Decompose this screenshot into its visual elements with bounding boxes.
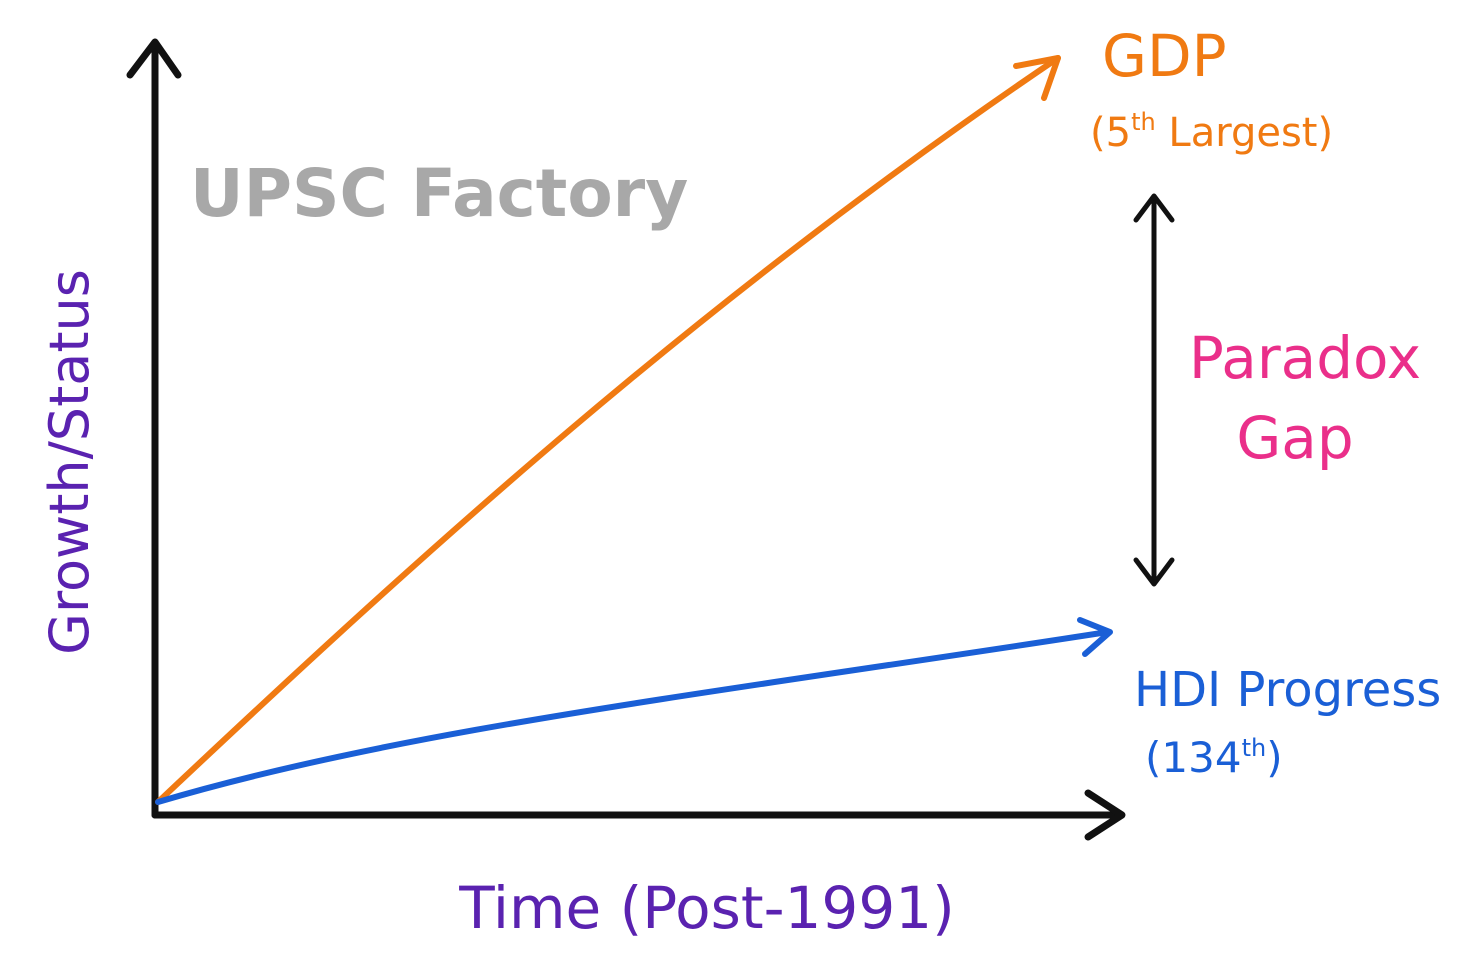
gdp-label: GDP <box>1102 22 1227 90</box>
gdp-rank-label: (5th Largest) <box>1090 108 1333 156</box>
gap-arrowhead-down <box>1133 557 1175 587</box>
hdi-series <box>155 617 1113 805</box>
x-axis-arrowhead <box>1084 789 1126 841</box>
gdp-rank-open: (5 <box>1090 110 1131 156</box>
hdi-rank-close: ) <box>1266 733 1282 782</box>
y-axis-arrowhead <box>126 38 182 79</box>
watermark-text: UPSC Factory <box>190 155 688 232</box>
hdi-rank-label: (134th) <box>1145 733 1283 782</box>
hdi-label: HDI Progress <box>1134 662 1441 718</box>
hdi-rank-open: (134 <box>1145 733 1242 782</box>
hdi-arrowhead <box>1077 617 1113 657</box>
paradox-label: Paradox <box>1189 324 1421 392</box>
gap-label: Gap <box>1236 404 1353 472</box>
axes <box>126 38 1126 841</box>
hdi-line <box>155 629 1111 805</box>
gap-arrowhead-up <box>1133 193 1175 223</box>
gdp-series <box>155 55 1061 805</box>
gdp-rank-sup: th <box>1131 108 1156 136</box>
gdp-arrowhead <box>1013 55 1061 101</box>
x-axis-label: Time (Post-1991) <box>458 874 955 942</box>
gap-double-arrow <box>1133 193 1175 587</box>
y-axis-label: Growth/Status <box>38 269 101 655</box>
gdp-rank-close: Largest) <box>1156 110 1333 156</box>
hdi-rank-sup: th <box>1242 734 1267 762</box>
gdp-line <box>155 55 1061 805</box>
